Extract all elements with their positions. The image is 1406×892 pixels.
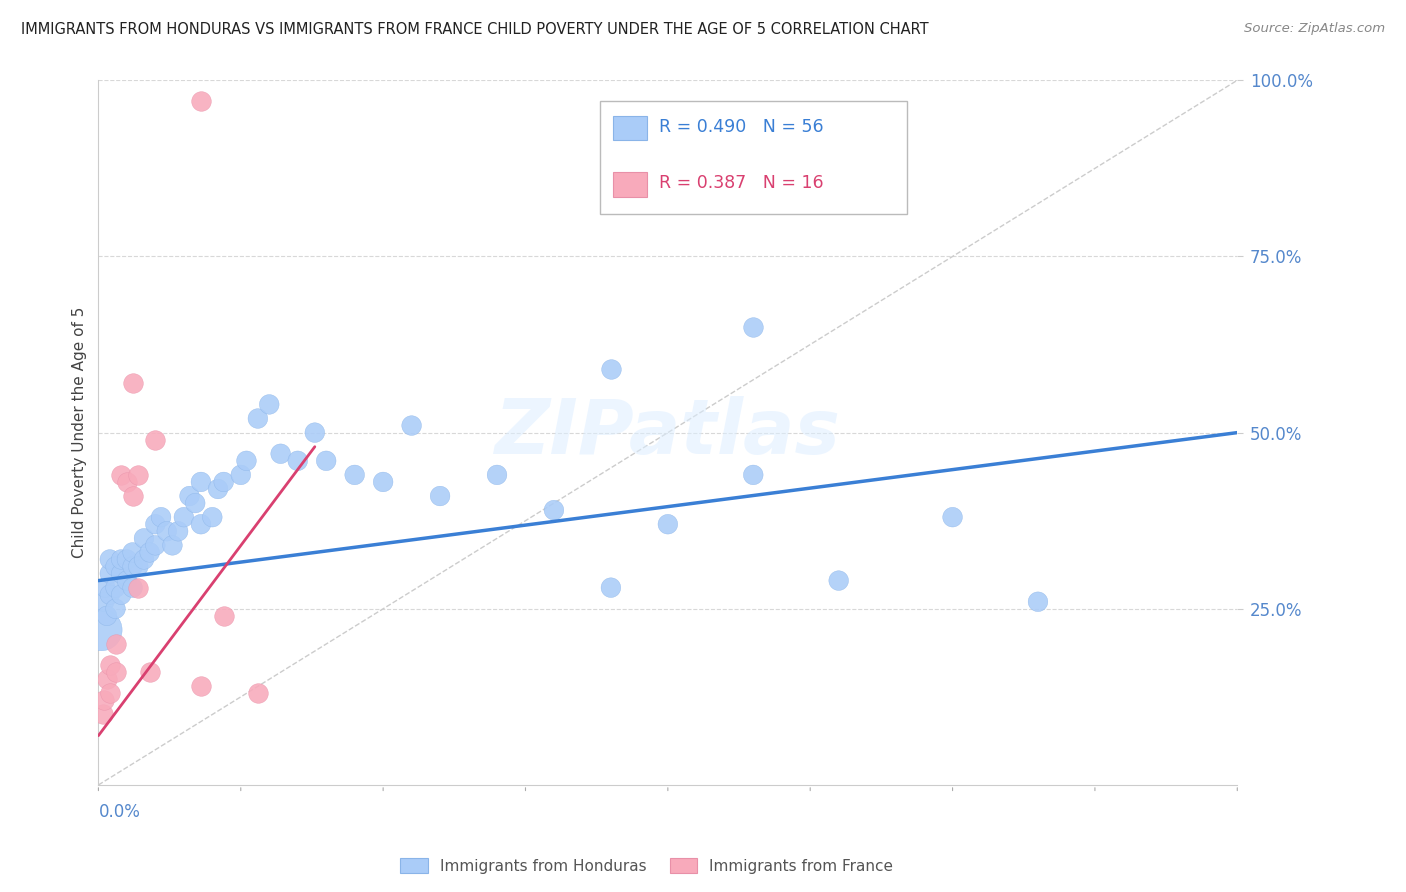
Point [190,517,212,532]
Point [315,454,337,468]
Point [132,532,155,546]
Point [156,524,179,539]
Point [127,467,149,482]
Point [190,679,212,693]
Point [373,475,395,489]
Point [179,489,201,503]
Point [150,510,173,524]
Legend: Immigrants from Honduras, Immigrants from France: Immigrants from Honduras, Immigrants fro… [394,852,900,880]
Point [229,467,252,482]
Point [742,467,765,482]
Point [190,475,212,489]
Point [96,673,118,687]
Point [212,475,235,489]
Point [127,559,149,574]
Point [93,693,115,707]
Point [90,623,112,637]
Point [96,608,118,623]
Point [1026,595,1049,609]
Point [110,588,132,602]
Text: Source: ZipAtlas.com: Source: ZipAtlas.com [1244,22,1385,36]
Point [259,397,281,411]
Point [110,552,132,566]
Point [162,538,184,552]
Point [98,686,121,700]
Point [115,475,138,489]
Point [121,545,143,559]
Point [429,489,451,503]
Point [942,510,965,524]
Point [246,411,269,425]
Point [201,510,224,524]
Point [138,665,160,680]
Point [401,418,423,433]
Point [190,95,212,109]
Point [98,552,121,566]
Point [93,595,115,609]
Point [270,447,292,461]
Point [246,686,269,700]
Point [145,538,167,552]
Text: IMMIGRANTS FROM HONDURAS VS IMMIGRANTS FROM FRANCE CHILD POVERTY UNDER THE AGE O: IMMIGRANTS FROM HONDURAS VS IMMIGRANTS F… [21,22,929,37]
Point [94,581,117,595]
Point [600,581,623,595]
Point [104,665,127,680]
Point [121,581,143,595]
FancyBboxPatch shape [613,116,647,140]
Point [104,637,127,651]
Point [657,517,679,532]
Point [115,552,138,566]
Point [828,574,851,588]
Point [600,362,623,376]
Point [104,601,127,615]
Point [98,588,121,602]
Point [121,559,143,574]
Point [132,552,155,566]
Y-axis label: Child Poverty Under the Age of 5: Child Poverty Under the Age of 5 [72,307,87,558]
Point [104,581,127,595]
Text: R = 0.490   N = 56: R = 0.490 N = 56 [659,118,824,136]
Point [127,581,149,595]
Point [98,658,121,673]
Point [235,454,257,468]
Point [104,559,127,574]
Point [343,467,366,482]
Point [742,320,765,334]
Point [287,454,309,468]
Point [304,425,326,440]
FancyBboxPatch shape [599,102,907,214]
Point [173,510,195,524]
Point [145,517,167,532]
Text: R = 0.387   N = 16: R = 0.387 N = 16 [659,174,824,192]
Point [91,707,114,722]
Text: ZIPatlas: ZIPatlas [495,396,841,469]
Point [121,376,143,391]
Point [110,566,132,581]
Point [184,496,207,510]
Point [98,566,121,581]
Point [121,489,143,503]
FancyBboxPatch shape [613,172,647,196]
Point [110,467,132,482]
Point [543,503,565,517]
Point [167,524,190,539]
Point [145,433,167,447]
Point [115,574,138,588]
Text: 0.0%: 0.0% [98,803,141,821]
Point [207,482,229,496]
Point [138,545,160,559]
Point [212,608,235,623]
Point [486,467,509,482]
